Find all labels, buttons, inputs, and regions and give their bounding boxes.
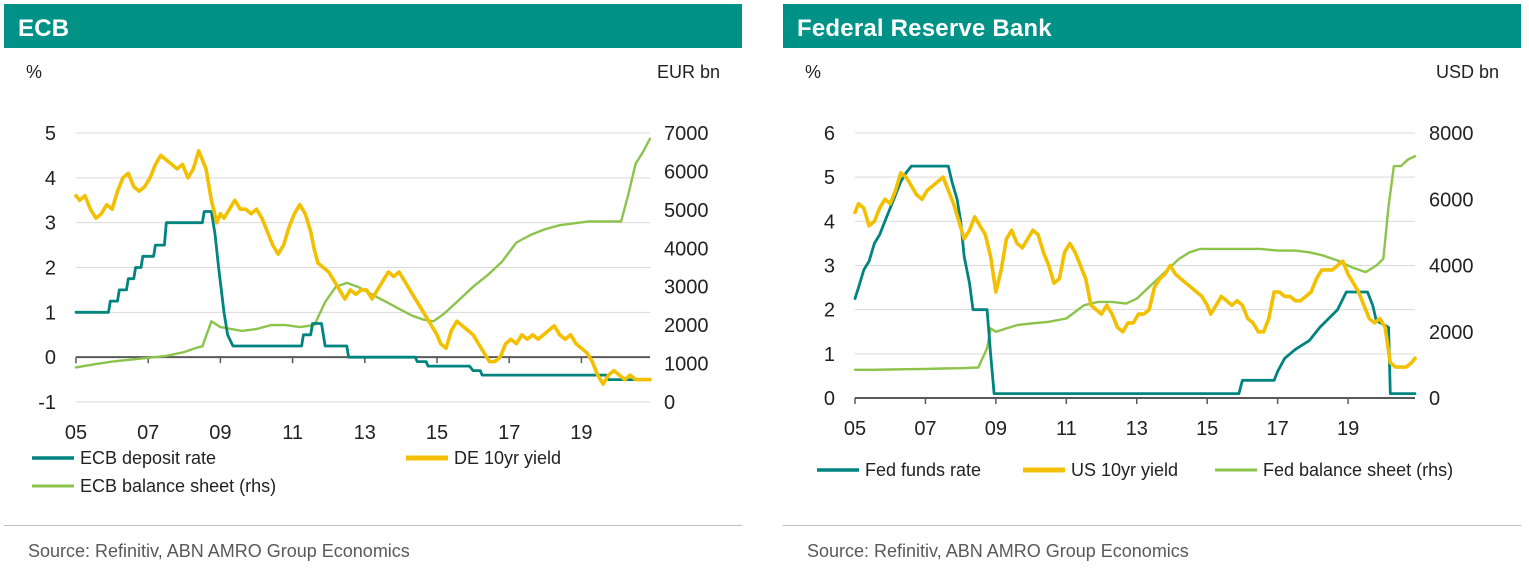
fed-ytick-left: 2 — [824, 300, 835, 322]
ecb-ytick-right: 4000 — [664, 238, 709, 260]
ecb-ytick-right: 1000 — [664, 354, 709, 376]
fed-legend-label: Fed balance sheet (rhs) — [1263, 460, 1453, 480]
fed-legend-label: Fed funds rate — [865, 460, 981, 480]
fed-series-fed-funds-rate — [853, 164, 1417, 396]
fed-source: Source: Refinitiv, ABN AMRO Group Econom… — [807, 541, 1189, 561]
fed-ytick-left: 6 — [824, 123, 835, 145]
ecb-xtick-label: 07 — [137, 422, 159, 444]
ecb-ytick-right: 3000 — [664, 277, 709, 299]
fed-ytick-left: 1 — [824, 344, 835, 366]
fed-xtick-label: 19 — [1337, 418, 1359, 440]
fed-series-fed-balance-sheet-rhs — [853, 154, 1417, 371]
fed-xtick-label: 09 — [985, 418, 1007, 440]
ecb-series-de-10yr-yield — [74, 149, 652, 386]
fed-title: Federal Reserve Bank — [797, 15, 1052, 42]
ecb-divider — [4, 525, 742, 526]
ecb-ytick-right: 0 — [664, 392, 675, 414]
fed-xtick-label: 05 — [844, 418, 866, 440]
fed-panel: Federal Reserve Bank % USD bn 0 1 2 3 4 5 6 0 20… — [783, 0, 1523, 576]
ecb-ytick-right: 6000 — [664, 161, 709, 183]
ecb-series-ecb-balance-sheet-rhs — [74, 137, 652, 369]
fed-ytick-right: 2000 — [1429, 322, 1474, 344]
ecb-legend-label: ECB deposit rate — [80, 448, 216, 468]
fed-series-us-10yr-yield — [853, 171, 1417, 369]
fed-xtick-label: 17 — [1267, 418, 1289, 440]
fed-xtick-label: 15 — [1196, 418, 1218, 440]
fed-header: Federal Reserve Bank — [783, 4, 1521, 48]
ecb-ytick-left: 2 — [45, 258, 56, 280]
ecb-xtick-label: 11 — [282, 422, 303, 444]
fed-xtick-label: 07 — [914, 418, 936, 440]
ecb-xtick-label: 17 — [498, 422, 520, 444]
ecb-ytick-right: 2000 — [664, 315, 709, 337]
ecb-chart: % EUR bn -1 0 1 2 3 4 5 0 1000 2000 3000 4000 5000 60… — [26, 62, 720, 496]
fed-ytick-left: 4 — [824, 211, 835, 233]
fed-right-unit: USD bn — [1436, 62, 1499, 82]
ecb-right-unit: EUR bn — [657, 62, 720, 82]
fed-ytick-left: 5 — [824, 167, 835, 189]
ecb-xtick-label: 15 — [426, 422, 448, 444]
ecb-legend-label: ECB balance sheet (rhs) — [80, 476, 276, 496]
ecb-ytick-left: 1 — [45, 302, 56, 324]
ecb-left-unit: % — [26, 62, 42, 82]
ecb-header: ECB — [4, 4, 742, 48]
fed-xtick-label: 11 — [1056, 418, 1077, 440]
ecb-legend-label: DE 10yr yield — [454, 448, 561, 468]
ecb-ytick-left: 5 — [45, 123, 56, 145]
fed-ytick-right: 8000 — [1429, 123, 1474, 145]
ecb-ytick-left: 3 — [45, 213, 56, 235]
fed-ytick-left: 0 — [824, 388, 835, 410]
fed-ytick-right: 4000 — [1429, 256, 1474, 278]
fed-ytick-right: 0 — [1429, 388, 1440, 410]
ecb-xtick-label: 13 — [354, 422, 376, 444]
ecb-xtick-label: 05 — [65, 422, 87, 444]
ecb-ytick-left: 0 — [45, 347, 56, 369]
ecb-source: Source: Refinitiv, ABN AMRO Group Econom… — [28, 541, 410, 561]
ecb-title: ECB — [18, 15, 70, 42]
ecb-ytick-left: 4 — [45, 168, 56, 190]
ecb-ytick-left: -1 — [38, 392, 56, 414]
fed-divider — [783, 525, 1521, 526]
fed-xtick-label: 13 — [1126, 418, 1148, 440]
ecb-xtick-label: 09 — [209, 422, 231, 444]
ecb-series-ecb-deposit-rate — [74, 210, 652, 382]
ecb-ytick-right: 5000 — [664, 200, 709, 222]
ecb-xtick-label: 19 — [570, 422, 592, 444]
fed-ytick-left: 3 — [824, 256, 835, 278]
ecb-ytick-right: 7000 — [664, 123, 709, 145]
fed-legend-label: US 10yr yield — [1071, 460, 1178, 480]
ecb-panel: ECB % EUR bn -1 0 1 2 3 4 5 0 1000 2000 3000 4000 50… — [4, 0, 744, 576]
fed-chart: % USD bn 0 1 2 3 4 5 6 0 2000 4000 6000 8000 05 07 09 1… — [805, 62, 1499, 480]
fed-left-unit: % — [805, 62, 821, 82]
fed-ytick-right: 6000 — [1429, 189, 1474, 211]
